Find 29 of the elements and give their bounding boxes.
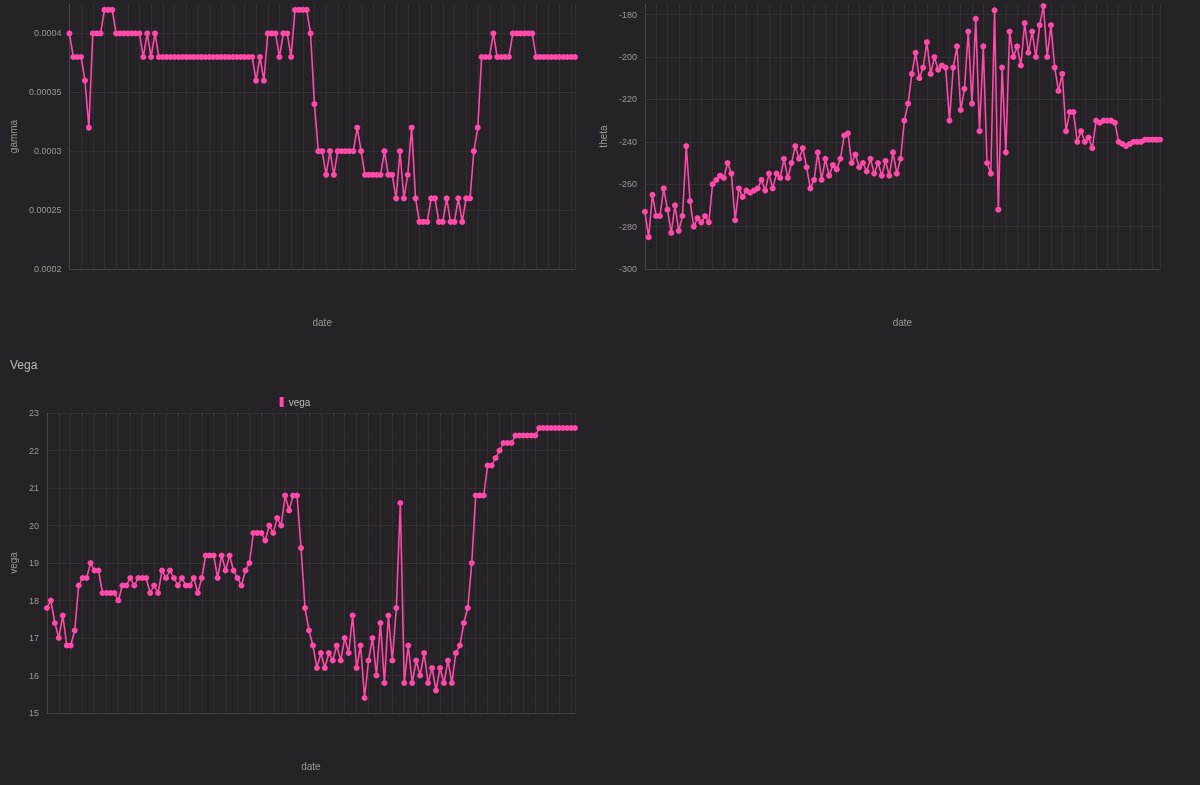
x-axis-title: date <box>301 760 322 772</box>
y-tick-label: -280 <box>618 221 637 232</box>
chart-title: Vega <box>10 358 38 372</box>
y-axis-title: gamma <box>7 119 19 154</box>
legend-label: vega <box>288 396 311 408</box>
y-tick-label: -180 <box>618 9 637 20</box>
y-tick-label: 0.00025 <box>28 205 62 216</box>
y-tick-label: -260 <box>618 179 637 190</box>
y-axis-title: theta <box>597 124 609 148</box>
y-tick-label: -220 <box>618 94 637 105</box>
y-tick-label: -240 <box>618 136 637 147</box>
y-tick-label: 19 <box>28 558 39 568</box>
y-tick-label: 17 <box>28 633 39 643</box>
y-tick-label: 16 <box>28 670 39 681</box>
y-tick-label: -300 <box>618 264 637 274</box>
x-axis-title: date <box>892 316 913 328</box>
y-tick-label: 0.0003 <box>33 146 62 157</box>
x-axis-title: date <box>312 316 333 328</box>
y-tick-label: 0.00035 <box>28 87 62 98</box>
y-tick-label: 18 <box>28 595 39 606</box>
y-tick-label: 23 <box>28 408 39 418</box>
y-axis-title: vega <box>7 551 19 574</box>
y-tick-label: 0.0002 <box>33 264 62 274</box>
y-tick-label: 22 <box>28 445 39 456</box>
y-tick-label: 21 <box>28 483 39 493</box>
y-tick-label: 15 <box>28 708 39 718</box>
y-tick-label: 0.0004 <box>33 28 62 39</box>
y-tick-label: 20 <box>28 520 39 531</box>
y-tick-label: -200 <box>618 52 637 62</box>
